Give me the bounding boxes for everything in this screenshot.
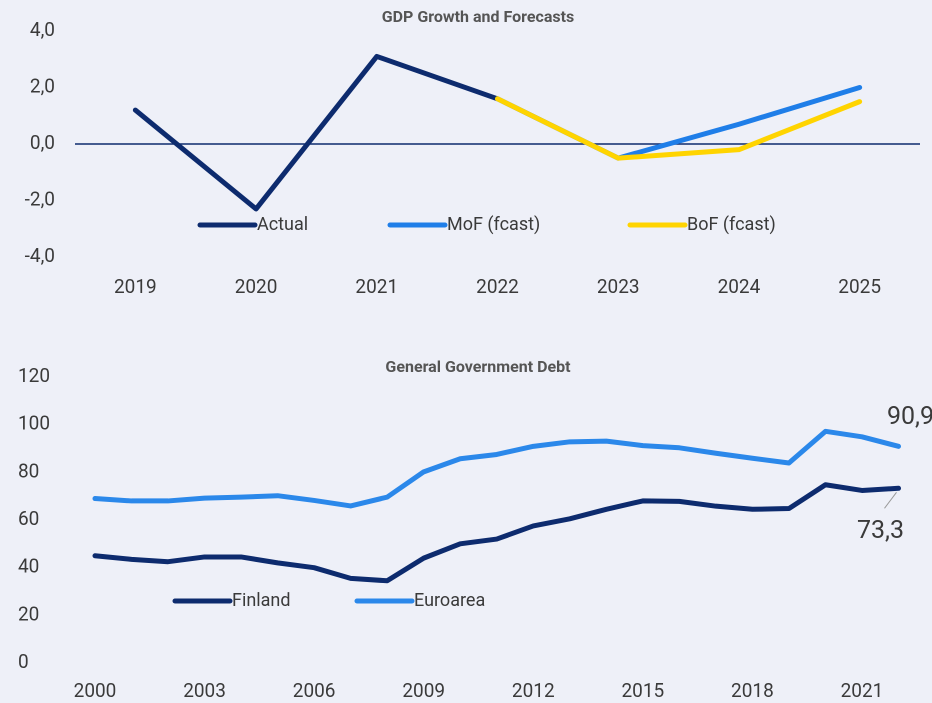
- x-tick-label: 2022: [476, 275, 519, 298]
- y-tick-label: 2,0: [30, 75, 55, 98]
- x-tick-label: 2023: [597, 275, 640, 298]
- data-label: 90,9: [887, 402, 932, 431]
- data-line: [495, 96, 863, 161]
- x-tick-label: 2020: [235, 275, 278, 298]
- data-line: [92, 428, 901, 509]
- y-tick-label: 100: [18, 412, 50, 435]
- y-tick-label: -2,0: [25, 188, 55, 211]
- x-tick-label: 2018: [731, 679, 774, 702]
- x-tick-label: 2003: [183, 679, 226, 702]
- y-tick-label: 120: [18, 364, 50, 387]
- y-tick-label: 4,0: [30, 18, 55, 41]
- y-tick-label: 20: [18, 602, 39, 625]
- y-tick-label: -4,0: [25, 244, 55, 267]
- chart-title: GDP Growth and Forecasts: [382, 7, 575, 26]
- chart-title: General Government Debt: [385, 357, 571, 376]
- legend-label: Actual: [257, 214, 308, 235]
- legend-label: Finland: [232, 590, 291, 611]
- x-tick-label: 2024: [718, 275, 761, 298]
- y-tick-label: 80: [18, 459, 39, 482]
- data-label: 73,3: [857, 516, 904, 545]
- x-tick-label: 2021: [355, 275, 398, 298]
- y-tick-label: 0: [18, 650, 29, 673]
- data-line: [132, 53, 500, 212]
- x-tick-label: 2019: [114, 275, 157, 298]
- data-line: [92, 482, 901, 584]
- y-tick-label: 40: [18, 555, 39, 578]
- x-tick-label: 2015: [621, 679, 664, 702]
- x-tick-label: 2000: [74, 679, 117, 702]
- legend-label: BoF (fcast): [687, 214, 776, 235]
- x-tick-label: 2025: [838, 275, 881, 298]
- x-tick-label: 2006: [293, 679, 336, 702]
- y-tick-label: 0,0: [30, 131, 55, 154]
- x-tick-label: 2009: [402, 679, 445, 702]
- x-tick-label: 2021: [841, 679, 884, 702]
- y-tick-label: 60: [18, 507, 39, 530]
- legend-label: MoF (fcast): [447, 214, 540, 235]
- label-leader: [884, 492, 897, 509]
- legend-label: Euroarea: [414, 590, 485, 611]
- x-tick-label: 2012: [512, 679, 555, 702]
